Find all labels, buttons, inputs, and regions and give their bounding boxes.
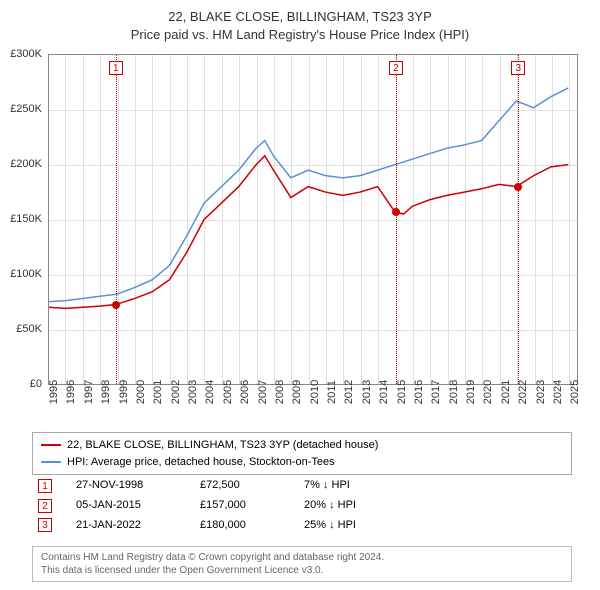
legend-label: HPI: Average price, detached house, Stoc… [67,454,335,471]
x-tick-label: 2004 [204,380,216,404]
chart-container: 22, BLAKE CLOSE, BILLINGHAM, TS23 3YP Pr… [0,0,600,590]
attribution: Contains HM Land Registry data © Crown c… [32,546,572,582]
legend-label: 22, BLAKE CLOSE, BILLINGHAM, TS23 3YP (d… [67,437,378,454]
axis-left-border [48,54,49,384]
x-tick-label: 2000 [135,380,147,404]
y-tick-label: £200K [10,158,42,170]
event-price: £157,000 [200,496,280,516]
marker-dot [392,208,400,216]
title-block: 22, BLAKE CLOSE, BILLINGHAM, TS23 3YP Pr… [0,0,600,48]
event-marker-box: 3 [38,518,52,532]
event-diff: 25% ↓ HPI [304,516,394,536]
event-marker-box: 1 [38,479,52,493]
x-tick-label: 2011 [326,380,338,404]
legend: 22, BLAKE CLOSE, BILLINGHAM, TS23 3YP (d… [32,432,572,475]
y-tick-label: £150K [10,213,42,225]
event-marker-box: 2 [38,499,52,513]
x-tick-label: 2003 [187,380,199,404]
event-row: 3 21-JAN-2022 £180,000 25% ↓ HPI [32,516,572,536]
marker-vline [518,55,519,384]
title-line-1: 22, BLAKE CLOSE, BILLINGHAM, TS23 3YP [0,8,600,26]
x-tick-label: 2021 [500,380,512,404]
x-axis: 1995199619971998199920002001200220032004… [48,384,578,434]
x-tick-label: 2012 [343,380,355,404]
chart-markers: 1 2 3 [48,55,577,384]
legend-item: 22, BLAKE CLOSE, BILLINGHAM, TS23 3YP (d… [41,437,563,454]
event-row: 1 27-NOV-1998 £72,500 7% ↓ HPI [32,476,572,496]
y-tick-label: £50K [16,323,42,335]
event-price: £72,500 [200,476,280,496]
x-tick-label: 1999 [118,380,130,404]
x-tick-label: 2014 [378,380,390,404]
y-tick-label: £0 [30,378,42,390]
marker-vline [116,55,117,384]
marker-vline [396,55,397,384]
event-diff: 20% ↓ HPI [304,496,394,516]
x-tick-label: 1995 [48,380,60,404]
marker-dot [112,301,120,309]
marker-dot [514,183,522,191]
marker-box: 3 [511,61,525,75]
x-tick-label: 2018 [448,380,460,404]
x-tick-label: 1998 [100,380,112,404]
x-tick-label: 2001 [152,380,164,404]
x-tick-label: 2016 [413,380,425,404]
legend-item: HPI: Average price, detached house, Stoc… [41,454,563,471]
x-tick-label: 1996 [65,380,77,404]
attribution-line: Contains HM Land Registry data © Crown c… [41,551,563,564]
legend-swatch [41,444,61,446]
x-tick-label: 2024 [552,380,564,404]
x-tick-label: 2019 [465,380,477,404]
attribution-line: This data is licensed under the Open Gov… [41,564,563,577]
event-price: £180,000 [200,516,280,536]
x-tick-label: 2013 [361,380,373,404]
chart-area: 1 2 3 [48,54,578,384]
events-table: 1 27-NOV-1998 £72,500 7% ↓ HPI 2 05-JAN-2015 £… [32,476,572,535]
x-tick-label: 2005 [222,380,234,404]
y-axis: £0£50K£100K£150K£200K£250K£300K [0,54,48,384]
x-tick-label: 2023 [535,380,547,404]
x-tick-label: 1997 [83,380,95,404]
y-tick-label: £250K [10,103,42,115]
x-tick-label: 2006 [239,380,251,404]
x-tick-label: 2002 [170,380,182,404]
title-line-2: Price paid vs. HM Land Registry's House … [0,26,600,44]
marker-box: 1 [109,61,123,75]
legend-swatch [41,461,61,463]
x-tick-label: 2009 [291,380,303,404]
x-tick-label: 2015 [396,380,408,404]
event-date: 05-JAN-2015 [76,496,176,516]
y-tick-label: £300K [10,48,42,60]
x-tick-label: 2025 [569,380,581,404]
x-tick-label: 2017 [430,380,442,404]
event-diff: 7% ↓ HPI [304,476,394,496]
event-date: 27-NOV-1998 [76,476,176,496]
x-tick-label: 2020 [482,380,494,404]
x-tick-label: 2010 [309,380,321,404]
marker-box: 2 [389,61,403,75]
event-row: 2 05-JAN-2015 £157,000 20% ↓ HPI [32,496,572,516]
x-tick-label: 2022 [517,380,529,404]
x-tick-label: 2007 [257,380,269,404]
y-tick-label: £100K [10,268,42,280]
x-tick-label: 2008 [274,380,286,404]
event-date: 21-JAN-2022 [76,516,176,536]
